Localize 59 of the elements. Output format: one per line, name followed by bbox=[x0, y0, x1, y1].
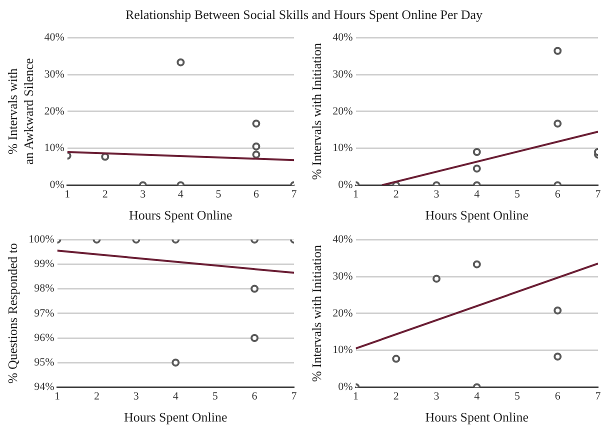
x-tick-label: 7 bbox=[595, 390, 602, 403]
x-tick-label: 3 bbox=[140, 188, 146, 201]
y-tick-label: 0% bbox=[338, 179, 353, 192]
x-tick-label: 4 bbox=[172, 390, 179, 403]
y-tick-label: 30% bbox=[332, 68, 353, 80]
x-axis-title: Hours Spent Online bbox=[425, 410, 529, 425]
x-axis-title: Hours Spent Online bbox=[129, 208, 233, 223]
y-axis-title: % Intervals with an Awkward Silence bbox=[5, 58, 36, 165]
y-tick-label: 95% bbox=[34, 356, 54, 368]
y-tick-label: 98% bbox=[34, 282, 54, 295]
y-axis-title: % Intervals with Initiation bbox=[309, 244, 324, 382]
x-tick-label: 3 bbox=[133, 390, 140, 403]
y-tick-label: 30% bbox=[332, 270, 353, 282]
x-tick-label: 2 bbox=[94, 390, 100, 403]
y-tick-label: 0% bbox=[338, 381, 353, 394]
x-tick-label: 2 bbox=[393, 390, 399, 403]
x-tick-label: 5 bbox=[514, 188, 521, 201]
y-tick-label: 30% bbox=[44, 68, 64, 80]
y-tick-label: 0% bbox=[50, 179, 64, 192]
x-axis-title: Hours Spent Online bbox=[124, 410, 228, 425]
x-tick-label: 6 bbox=[554, 188, 561, 201]
y-tick-label: 100% bbox=[28, 233, 54, 246]
y-tick-label: 20% bbox=[332, 307, 353, 320]
y-axis-title: % Intervals with Initiation bbox=[309, 42, 324, 180]
x-tick-label: 1 bbox=[353, 188, 359, 201]
y-tick-label: 99% bbox=[34, 258, 54, 270]
y-tick-label: 10% bbox=[332, 344, 353, 356]
x-tick-label: 6 bbox=[253, 188, 260, 201]
y-tick-label: 94% bbox=[34, 381, 54, 394]
chart-title: Relationship Between Social Skills and Hours Spent Online Per Day bbox=[124, 6, 484, 24]
x-tick-label: 2 bbox=[393, 188, 399, 201]
x-tick-label: 2 bbox=[102, 188, 108, 201]
y-tick-label: 10% bbox=[332, 142, 353, 154]
x-tick-label: 4 bbox=[474, 188, 480, 201]
y-tick-label: 40% bbox=[44, 31, 64, 44]
y-tick-label: 20% bbox=[332, 105, 353, 118]
x-tick-label: 3 bbox=[434, 188, 440, 201]
x-tick-label: 1 bbox=[54, 390, 60, 403]
y-tick-label: 20% bbox=[44, 105, 64, 118]
x-tick-label: 1 bbox=[64, 188, 70, 201]
x-tick-label: 1 bbox=[353, 390, 359, 403]
x-tick-label: 3 bbox=[434, 390, 440, 403]
x-tick-label: 7 bbox=[595, 188, 602, 201]
x-tick-label: 5 bbox=[216, 188, 222, 201]
y-tick-label: 10% bbox=[44, 142, 64, 154]
y-tick-label: 96% bbox=[34, 332, 54, 344]
y-tick-label: 40% bbox=[332, 233, 353, 246]
y-tick-label: 97% bbox=[34, 307, 54, 320]
x-tick-label: 6 bbox=[252, 390, 258, 403]
x-tick-label: 5 bbox=[514, 390, 521, 403]
y-tick-label: 40% bbox=[332, 31, 353, 44]
y-axis-title: % Questions Responded to bbox=[5, 243, 20, 384]
x-tick-label: 6 bbox=[554, 390, 561, 403]
x-tick-label: 4 bbox=[474, 390, 480, 403]
x-tick-label: 4 bbox=[178, 188, 184, 201]
x-tick-label: 7 bbox=[291, 390, 298, 403]
x-tick-label: 7 bbox=[291, 188, 298, 201]
x-axis-title: Hours Spent Online bbox=[425, 208, 529, 223]
x-tick-label: 5 bbox=[212, 390, 218, 403]
